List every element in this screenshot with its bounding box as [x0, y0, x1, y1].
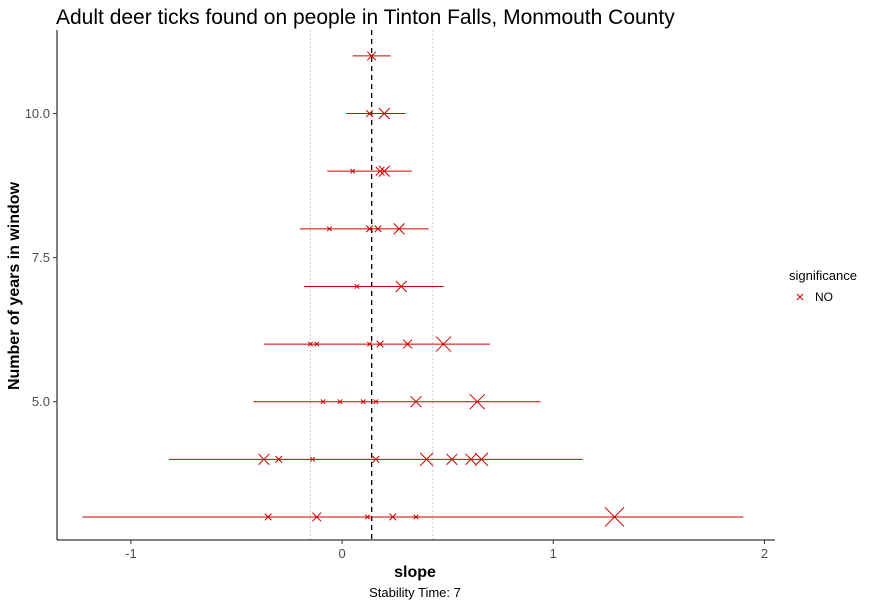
point-marker-15	[366, 341, 373, 347]
y-tick-label: 7.5	[32, 250, 50, 265]
point-marker-11	[354, 283, 360, 290]
point-marker-35	[364, 514, 371, 520]
point-marker-21	[360, 399, 366, 405]
point-marker-23	[410, 395, 422, 408]
x-tick-label: 1	[550, 546, 557, 561]
point-marker-16	[376, 340, 384, 348]
chart-title: Adult deer ticks found on people in Tint…	[56, 6, 675, 29]
point-marker-29	[419, 452, 434, 467]
point-marker-1	[366, 51, 377, 61]
point-marker-20	[337, 399, 343, 405]
bound-lines	[309, 30, 434, 540]
legend-key-mark	[796, 293, 804, 301]
x-tick-label: 0	[338, 546, 345, 561]
x-axis-ticks: -1 0 1 2	[125, 540, 768, 561]
y-tick-label: 5.0	[32, 394, 50, 409]
point-marker-26	[275, 455, 283, 463]
point-marker-7	[326, 226, 333, 232]
range-lines	[82, 55, 744, 518]
data-points	[258, 51, 625, 527]
point-marker-17	[402, 339, 413, 349]
point-marker-38	[604, 506, 625, 527]
y-tick-label: 10.0	[25, 106, 50, 121]
point-marker-13	[307, 341, 314, 347]
point-marker-19	[320, 399, 326, 405]
point-marker-28	[372, 455, 380, 463]
point-marker-8	[365, 225, 374, 233]
legend-label-no: NO	[815, 290, 833, 304]
x-tick-label: -1	[125, 546, 137, 561]
point-marker-37	[413, 514, 419, 520]
point-marker-2	[365, 109, 374, 118]
point-marker-30	[446, 453, 458, 466]
y-axis-title: Number of years in window	[6, 181, 23, 390]
legend-key-cross-icon	[796, 293, 804, 301]
x-tick-label: 2	[761, 546, 768, 561]
point-marker-10	[393, 223, 405, 235]
point-marker-5	[375, 166, 385, 176]
point-marker-22	[373, 399, 379, 405]
point-marker-6	[378, 165, 391, 177]
point-marker-33	[264, 513, 272, 521]
point-marker-36	[389, 513, 397, 521]
point-marker-12	[395, 280, 407, 293]
point-marker-32	[474, 452, 489, 467]
point-marker-9	[374, 225, 382, 233]
legend-title: significance	[789, 268, 857, 283]
point-marker-27	[309, 456, 316, 462]
y-axis-ticks: 5.0 7.5 10.0	[25, 106, 57, 409]
point-marker-18	[435, 336, 452, 352]
point-marker-34	[312, 512, 322, 522]
point-marker-31	[465, 453, 477, 466]
point-marker-4	[350, 168, 356, 174]
legend: significance NO	[789, 268, 857, 304]
x-axis-title: slope	[394, 564, 436, 581]
point-marker-25	[258, 453, 270, 466]
point-marker-3	[378, 107, 391, 120]
plot-area: -1 0 1 2 5.0 7.5 10.0	[25, 30, 775, 561]
point-marker-14	[314, 341, 320, 347]
point-marker-24	[469, 393, 486, 410]
caption: Stability Time: 7	[369, 585, 461, 600]
